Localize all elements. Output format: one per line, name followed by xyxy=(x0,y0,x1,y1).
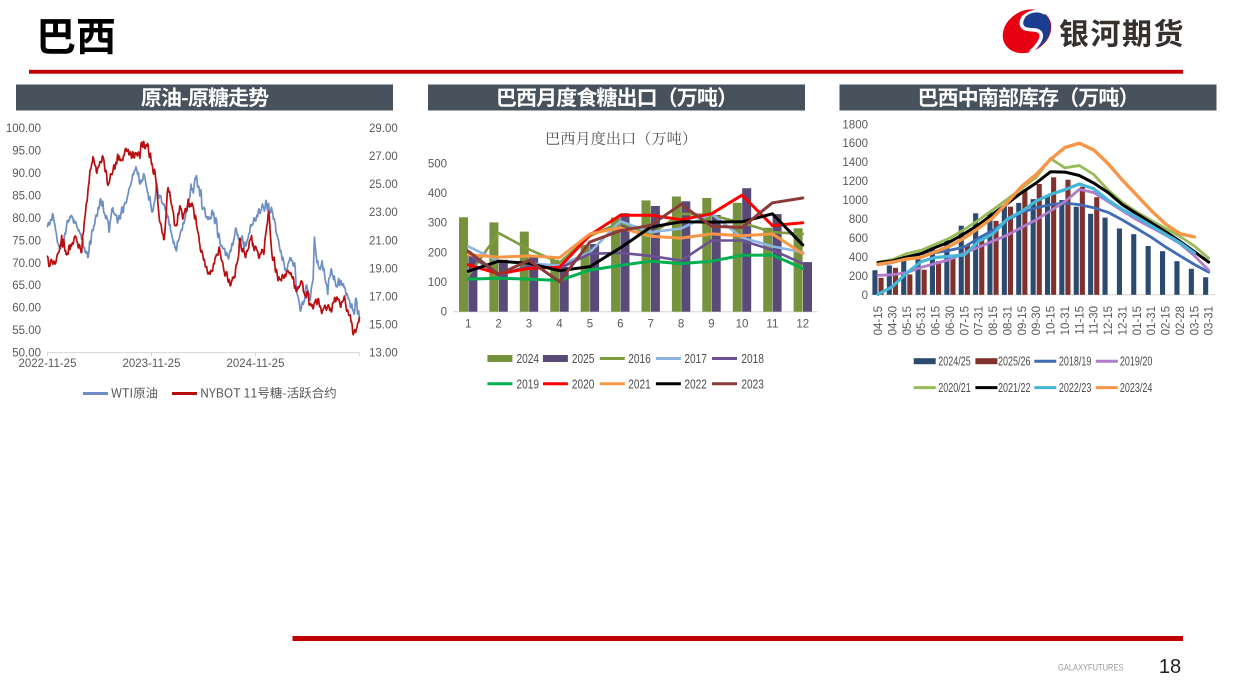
svg-text:2019/20: 2019/20 xyxy=(1120,355,1153,369)
svg-text:2024/25: 2024/25 xyxy=(938,355,971,369)
svg-text:800: 800 xyxy=(849,214,868,226)
svg-text:2023-11-25: 2023-11-25 xyxy=(123,358,181,370)
svg-text:60.00: 60.00 xyxy=(12,303,41,315)
svg-text:GALAXYFUTURES: GALAXYFUTURES xyxy=(1058,663,1124,673)
svg-text:10-31: 10-31 xyxy=(1060,306,1072,335)
svg-text:50.00: 50.00 xyxy=(12,348,41,360)
svg-text:01-15: 01-15 xyxy=(1132,306,1144,335)
svg-text:2020: 2020 xyxy=(572,377,595,391)
svg-text:17.00: 17.00 xyxy=(369,292,398,304)
svg-text:2021: 2021 xyxy=(628,377,651,391)
svg-text:10-15: 10-15 xyxy=(1046,306,1058,335)
svg-text:02-28: 02-28 xyxy=(1175,306,1187,335)
svg-text:07-31: 07-31 xyxy=(974,306,986,335)
svg-text:21.00: 21.00 xyxy=(369,235,398,247)
svg-text:11-30: 11-30 xyxy=(1089,306,1101,335)
svg-text:2020/21: 2020/21 xyxy=(938,381,971,395)
svg-text:2025/26: 2025/26 xyxy=(998,355,1031,369)
svg-text:01-31: 01-31 xyxy=(1146,306,1158,335)
svg-text:11-15: 11-15 xyxy=(1074,306,1086,335)
svg-text:19.00: 19.00 xyxy=(369,263,398,275)
svg-text:2024: 2024 xyxy=(517,352,540,366)
svg-text:3: 3 xyxy=(526,319,532,331)
svg-text:300: 300 xyxy=(428,218,447,230)
svg-text:2021/22: 2021/22 xyxy=(998,381,1031,395)
svg-text:500: 500 xyxy=(428,158,447,170)
svg-text:95.00: 95.00 xyxy=(12,146,41,158)
svg-text:0: 0 xyxy=(441,307,447,319)
svg-text:600: 600 xyxy=(849,233,868,245)
svg-text:200: 200 xyxy=(849,271,868,283)
svg-text:2016: 2016 xyxy=(628,352,651,366)
svg-text:12-15: 12-15 xyxy=(1103,306,1115,335)
svg-text:06-30: 06-30 xyxy=(945,306,957,335)
svg-text:2018/19: 2018/19 xyxy=(1059,355,1092,369)
svg-text:04-30: 04-30 xyxy=(887,306,899,335)
svg-text:65.00: 65.00 xyxy=(12,280,41,292)
svg-text:0: 0 xyxy=(862,290,868,302)
svg-text:6: 6 xyxy=(617,319,623,331)
svg-text:15.00: 15.00 xyxy=(369,320,398,332)
svg-text:90.00: 90.00 xyxy=(12,168,41,180)
svg-text:05-31: 05-31 xyxy=(916,306,928,335)
svg-text:09-30: 09-30 xyxy=(1031,306,1043,335)
svg-text:100.00: 100.00 xyxy=(6,123,41,135)
svg-text:25.00: 25.00 xyxy=(369,179,398,191)
svg-text:10: 10 xyxy=(736,319,749,331)
svg-text:100: 100 xyxy=(428,277,447,289)
svg-text:1000: 1000 xyxy=(842,195,868,207)
svg-text:06-15: 06-15 xyxy=(931,306,943,335)
svg-text:7: 7 xyxy=(647,319,653,331)
svg-text:18: 18 xyxy=(1159,656,1181,678)
svg-text:13.00: 13.00 xyxy=(369,348,398,360)
svg-text:2025: 2025 xyxy=(572,352,595,366)
svg-text:12-31: 12-31 xyxy=(1118,306,1130,335)
svg-text:23.00: 23.00 xyxy=(369,207,398,219)
svg-text:1800: 1800 xyxy=(842,119,868,131)
svg-text:2024-11-25: 2024-11-25 xyxy=(227,358,285,370)
svg-text:4: 4 xyxy=(556,319,563,331)
svg-text:1200: 1200 xyxy=(842,176,868,188)
svg-text:29.00: 29.00 xyxy=(369,123,398,135)
svg-text:07-15: 07-15 xyxy=(959,306,971,335)
svg-text:5: 5 xyxy=(587,319,593,331)
svg-text:8: 8 xyxy=(678,319,684,331)
svg-text:27.00: 27.00 xyxy=(369,151,398,163)
svg-text:2018: 2018 xyxy=(741,352,764,366)
svg-text:04-15: 04-15 xyxy=(873,306,885,335)
svg-text:05-15: 05-15 xyxy=(902,306,914,335)
svg-text:2022: 2022 xyxy=(684,377,707,391)
svg-text:1600: 1600 xyxy=(842,138,868,150)
svg-text:03-15: 03-15 xyxy=(1189,306,1201,335)
svg-text:55.00: 55.00 xyxy=(12,325,41,337)
svg-text:2019: 2019 xyxy=(517,377,540,391)
svg-text:2022/23: 2022/23 xyxy=(1059,381,1092,395)
svg-text:08-15: 08-15 xyxy=(988,306,1000,335)
svg-text:11: 11 xyxy=(766,319,778,331)
svg-text:08-31: 08-31 xyxy=(1002,306,1014,335)
svg-text:70.00: 70.00 xyxy=(12,258,41,270)
svg-text:03-31: 03-31 xyxy=(1204,306,1216,335)
svg-text:75.00: 75.00 xyxy=(12,235,41,247)
svg-text:2023/24: 2023/24 xyxy=(1120,381,1153,395)
svg-text:02-15: 02-15 xyxy=(1161,306,1173,335)
svg-text:85.00: 85.00 xyxy=(12,190,41,202)
svg-text:09-15: 09-15 xyxy=(1017,306,1029,335)
svg-text:2023: 2023 xyxy=(741,377,764,391)
svg-text:12: 12 xyxy=(796,319,809,331)
svg-text:9: 9 xyxy=(708,319,714,331)
svg-text:2: 2 xyxy=(495,319,501,331)
svg-text:1400: 1400 xyxy=(842,157,868,169)
svg-text:2017: 2017 xyxy=(684,352,707,366)
svg-text:1: 1 xyxy=(465,319,471,331)
svg-text:400: 400 xyxy=(849,252,868,264)
svg-text:80.00: 80.00 xyxy=(12,213,41,225)
svg-text:400: 400 xyxy=(428,188,447,200)
svg-text:200: 200 xyxy=(428,247,447,259)
svg-text:2022-11-25: 2022-11-25 xyxy=(19,358,77,370)
